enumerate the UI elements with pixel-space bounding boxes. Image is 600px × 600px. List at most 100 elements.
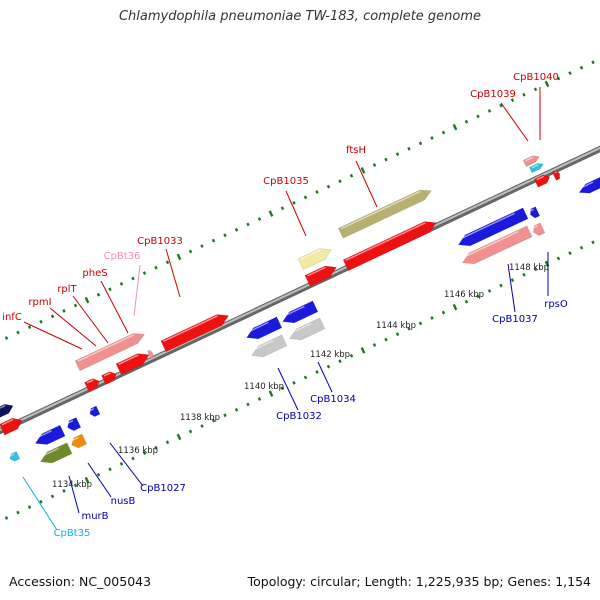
gene-ftsh-domain-body	[338, 189, 432, 239]
kbp-label: 1138 kbp	[180, 413, 220, 423]
outer-tick	[4, 336, 9, 340]
kbp-label: 1144 kbp	[376, 321, 416, 331]
inner-tick	[4, 516, 9, 520]
outer-tick	[418, 141, 423, 146]
gene-orange	[71, 433, 88, 449]
outer-tick	[16, 330, 20, 335]
outer-tick	[395, 152, 400, 157]
outer-tick	[487, 109, 492, 113]
inner-tick	[556, 256, 561, 261]
inner-tick	[257, 397, 262, 401]
gene-cpbt35	[9, 451, 21, 462]
inner-tick	[188, 429, 193, 434]
leader-line	[500, 102, 529, 142]
gene-cpb1034-shine	[282, 305, 305, 318]
gene-blue-small-shine	[530, 208, 534, 212]
gene-phes-domain-shine	[77, 334, 135, 362]
gene-rplt-shine	[103, 372, 111, 377]
outer-tick	[96, 292, 101, 297]
gene-label: nusB	[111, 496, 136, 507]
gene-label: CpBt35	[54, 528, 91, 539]
kbp-labels: 1134 kbp 1136 kbp 1138 kbp 1140 kbp 1142 kbp…	[52, 263, 549, 490]
inner-tick	[360, 347, 366, 354]
gene-blue-mark	[89, 405, 101, 417]
leader-line	[22, 476, 58, 531]
outer-tick	[131, 276, 135, 281]
outer-tick	[73, 303, 78, 308]
gene-gray-2-shine	[251, 339, 274, 352]
leader-line	[277, 367, 299, 411]
gene-ftsh	[342, 221, 437, 272]
gene-cpb1035-pseudo	[297, 248, 332, 271]
gene-phes-domain	[74, 333, 146, 372]
inner-tick	[223, 413, 227, 418]
outer-tick	[200, 244, 204, 248]
gene-cpb1040-body	[522, 155, 540, 167]
outer-tick	[142, 271, 147, 275]
gene-cpb1027-body	[34, 424, 66, 445]
gene-cpb1034-body	[282, 300, 319, 324]
inner-tick	[487, 289, 492, 293]
inner-tick	[407, 326, 411, 331]
gene-gray-1-shine	[289, 322, 312, 335]
outer-tick	[579, 65, 584, 70]
gene-label: CpB1034	[310, 394, 356, 405]
inner-tick	[591, 240, 595, 245]
gene-blue-small	[530, 206, 541, 219]
inner-tick	[441, 310, 446, 315]
leader-line	[285, 190, 307, 237]
outer-tick	[464, 119, 469, 124]
inner-tick	[522, 272, 526, 277]
inner-tick	[579, 245, 584, 250]
gene-cpb1039-body	[533, 174, 551, 188]
gene-cpbt36-body	[147, 349, 154, 359]
gene-phes-domain-body	[74, 333, 146, 372]
gene-cpb1040-shine	[525, 156, 534, 162]
outer-tick	[211, 238, 216, 243]
outer-tick	[176, 253, 182, 261]
gene-navy-shine	[0, 404, 6, 411]
gene-rpso	[461, 225, 533, 265]
inner-tick	[165, 440, 170, 445]
inner-tick	[280, 386, 285, 391]
gene-cpb1037	[457, 207, 529, 247]
gene-cpb1039-trna	[528, 163, 544, 174]
inner-tick	[39, 499, 43, 504]
gene-blue-small-body	[530, 206, 541, 219]
outer-tick	[544, 80, 550, 88]
gene-label: CpB1033	[137, 236, 183, 247]
leader-line	[100, 280, 129, 334]
inner-tick	[476, 294, 480, 299]
gene-cpb1027	[34, 424, 66, 445]
inner-tick	[349, 353, 354, 358]
inner-tick	[452, 303, 458, 311]
gene-label: CpB1039	[470, 89, 516, 100]
gene-cpb1037-body	[457, 207, 529, 247]
outer-tick	[372, 163, 377, 167]
outer-tick	[591, 60, 595, 65]
gene-small-red-body	[551, 170, 561, 181]
gene-cpb1039-trna-shine	[531, 164, 539, 169]
gene-nusb-shine	[67, 419, 74, 424]
gene-cpb1040	[522, 155, 540, 167]
gene-blue-mark-body	[89, 405, 101, 417]
inner-tick	[142, 451, 147, 455]
gene-labels: infC rpmI rplT pheS CpBt36 CpB1033 CpB1035 ftsH…	[2, 72, 568, 539]
leader-line	[87, 462, 112, 498]
outer-tick	[303, 195, 308, 200]
inner-tick	[338, 359, 342, 364]
kbp-label: 1136 kbp	[118, 446, 158, 456]
gene-cpb1034	[282, 300, 319, 324]
gene-gray-1-body	[289, 317, 326, 341]
backbone	[0, 145, 600, 435]
gene-murb-shine	[40, 447, 59, 458]
leader-line	[165, 248, 181, 298]
gene-cpb1035-pseudo-body	[297, 248, 332, 271]
gene-label: CpB1032	[276, 411, 322, 422]
inner-tick	[176, 433, 182, 441]
leader-line	[133, 264, 141, 317]
inner-tick	[430, 316, 434, 320]
leader-line	[109, 442, 144, 487]
gene-ftsh-domain-shine	[340, 190, 421, 230]
outer-tick	[568, 71, 572, 75]
